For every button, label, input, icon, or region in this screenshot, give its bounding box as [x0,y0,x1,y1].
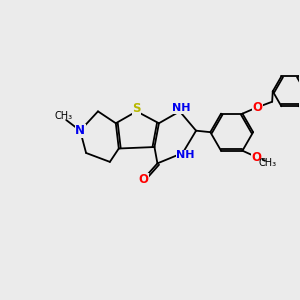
Text: CH₃: CH₃ [54,111,72,121]
Text: O: O [139,173,148,186]
Text: S: S [132,103,141,116]
Text: N: N [75,124,85,137]
Text: O: O [252,151,262,164]
Text: NH: NH [176,150,195,160]
Text: NH: NH [172,103,190,113]
Text: CH₃: CH₃ [259,158,277,168]
Text: O: O [252,100,262,114]
